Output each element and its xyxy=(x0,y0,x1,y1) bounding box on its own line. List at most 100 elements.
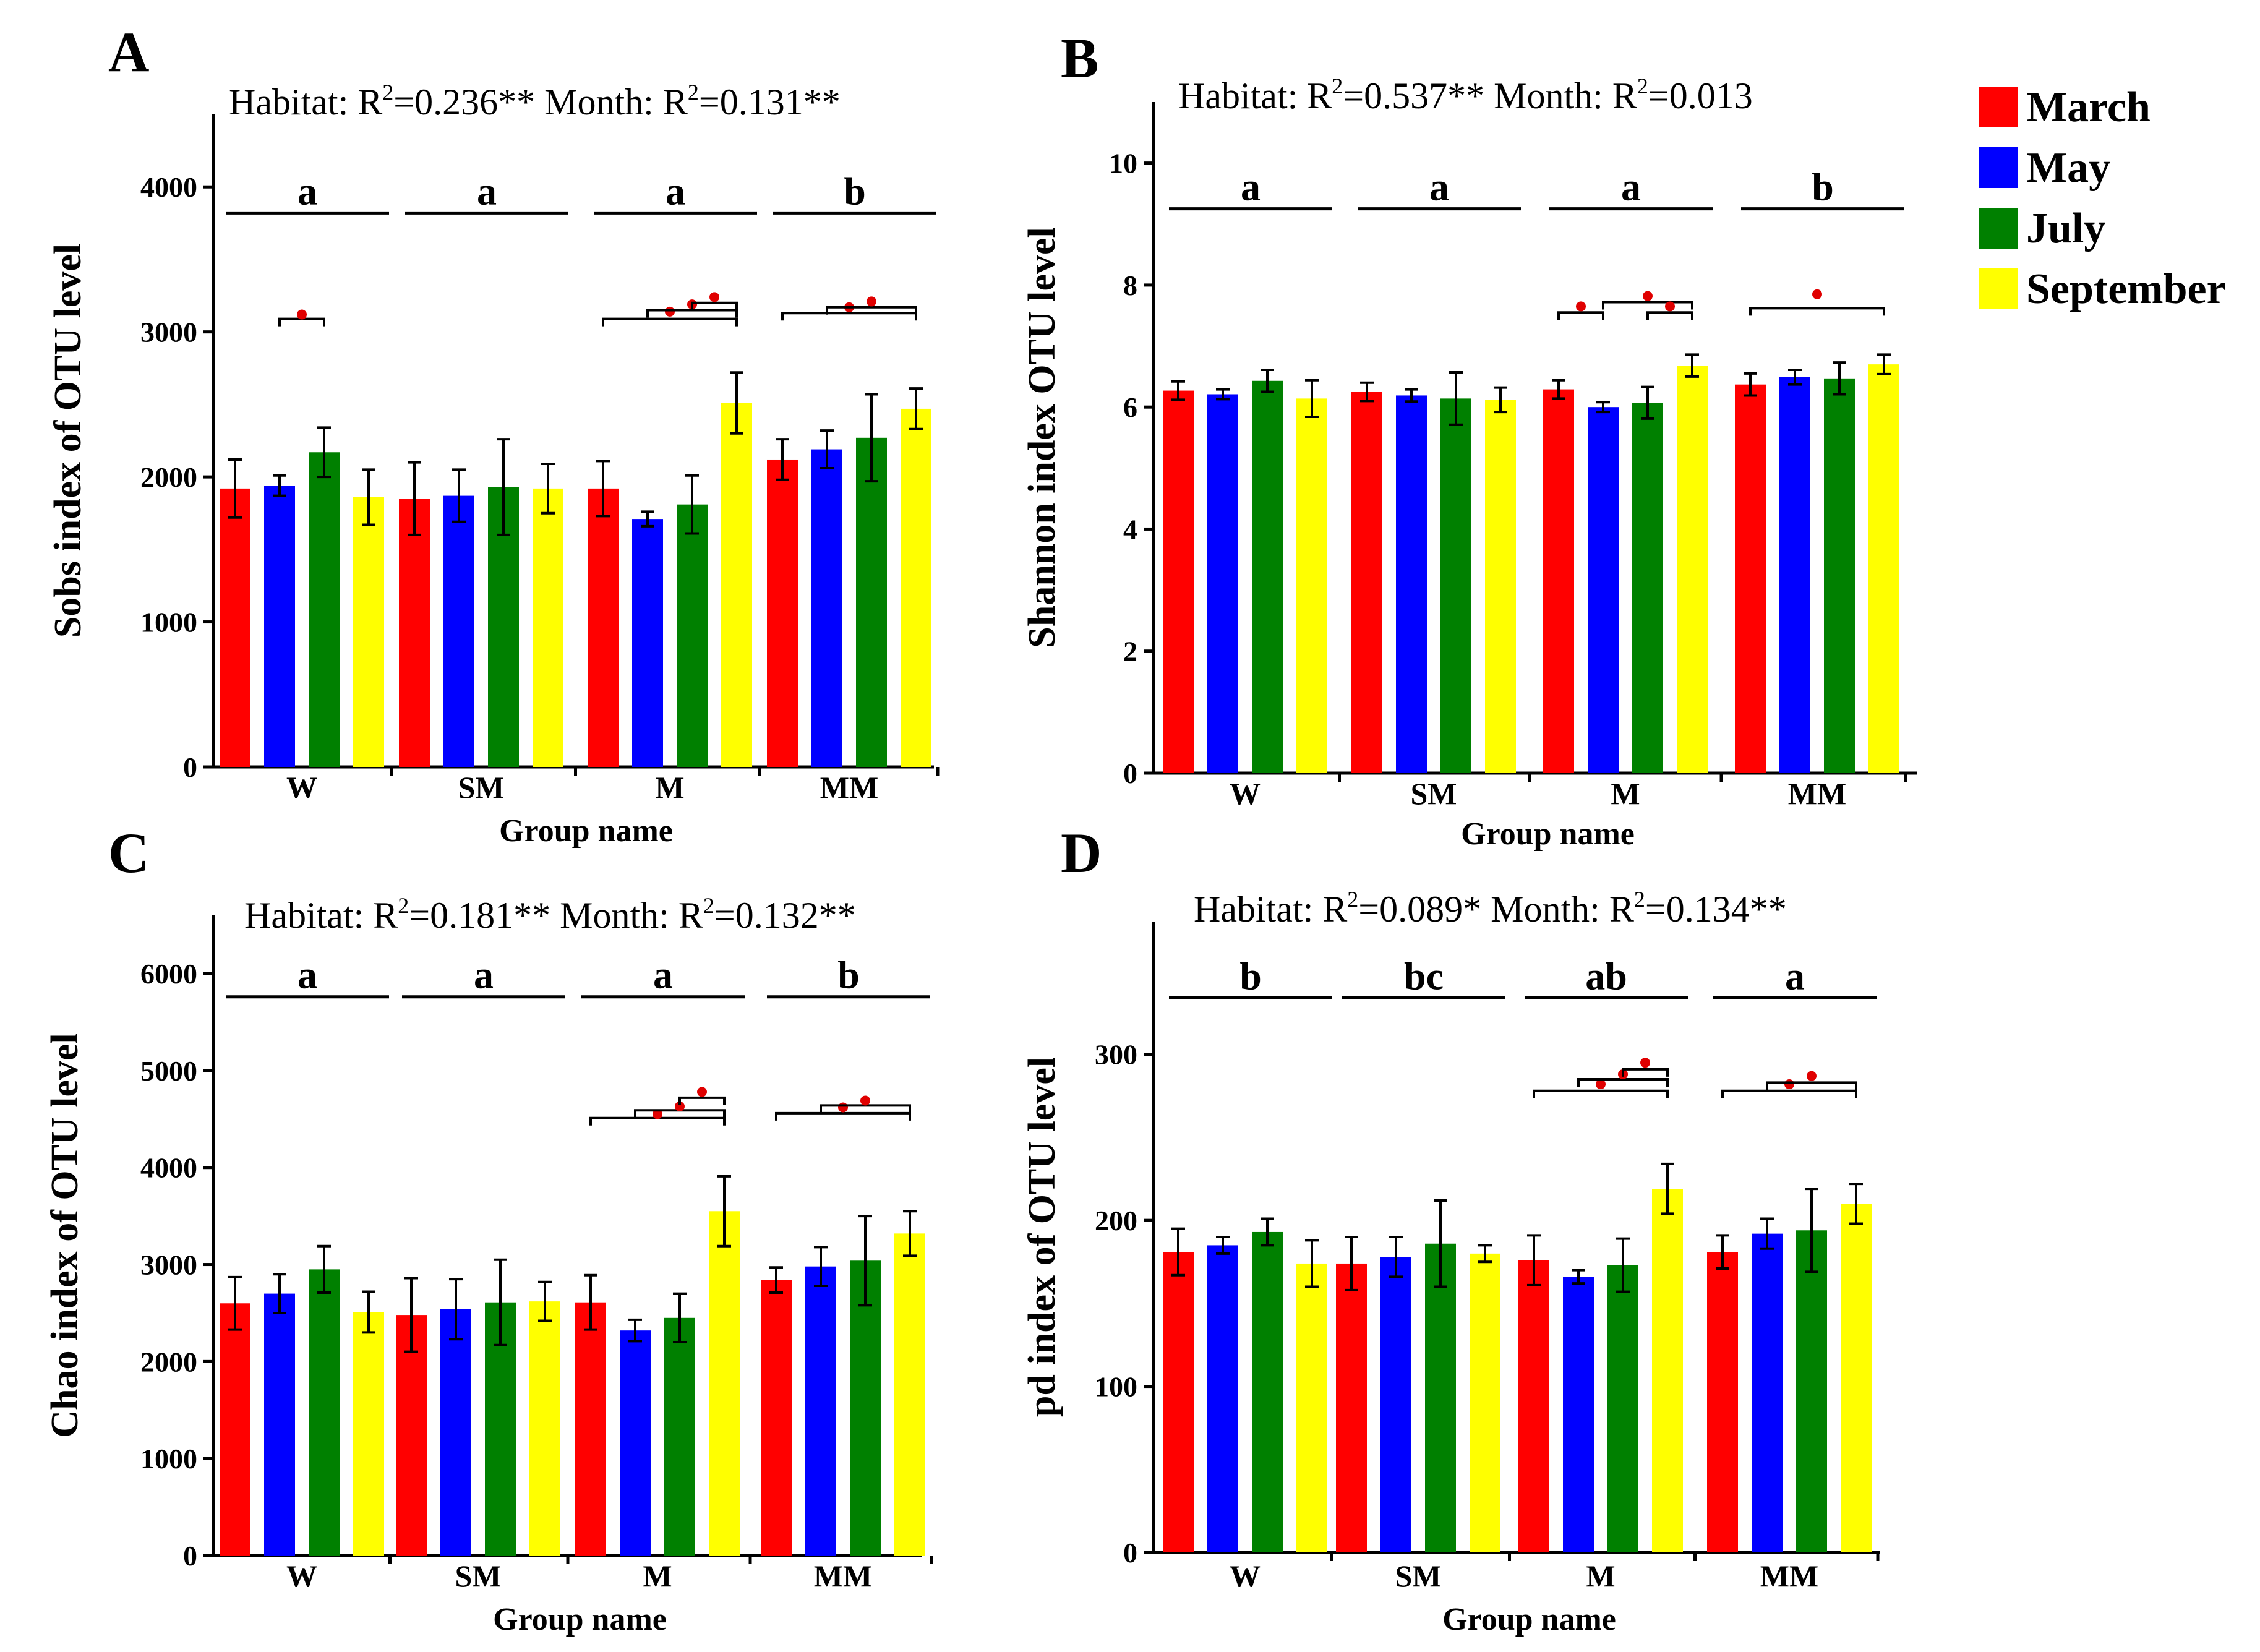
stats-habitat-label: Habitat: R xyxy=(229,82,382,122)
bar-july-sm xyxy=(1425,1243,1456,1552)
bar-july-mm xyxy=(850,1260,881,1556)
bar-september-w xyxy=(353,1312,384,1556)
significance-bracket xyxy=(775,1111,911,1121)
bar-july-mm xyxy=(856,437,887,767)
significance-bracket xyxy=(634,1109,726,1118)
x-category-label: SM xyxy=(1411,776,1457,811)
significance-dot xyxy=(1596,1079,1606,1090)
bar-march-mm xyxy=(761,1280,792,1556)
group-significance-letter: a xyxy=(477,169,497,213)
bar-may-m xyxy=(1588,407,1619,773)
bar-march-mm xyxy=(1735,384,1766,773)
bar-july-w xyxy=(1252,380,1283,773)
bar-march-w xyxy=(1163,1252,1194,1552)
x-category-label: MM xyxy=(1760,1559,1818,1593)
group-significance-letter: a xyxy=(1429,165,1449,209)
y-axis-title: Shannon index OTU level xyxy=(1021,227,1063,648)
stats-month-label: Month: R xyxy=(544,82,688,122)
bar-march-mm xyxy=(1707,1252,1738,1552)
y-axis-title: Chao index of OTU level xyxy=(44,1033,86,1437)
group-significance-letter: bc xyxy=(1404,954,1444,998)
bar-march-sm xyxy=(399,499,430,767)
legend-label-september: September xyxy=(2026,265,2226,313)
x-category-label: MM xyxy=(814,1559,872,1593)
bar-march-sm xyxy=(1351,392,1382,773)
bar-july-mm xyxy=(1796,1230,1827,1552)
bar-september-mm xyxy=(1868,364,1899,773)
stats-month-value: =0.013 xyxy=(1648,75,1753,116)
bar-may-m xyxy=(632,519,663,767)
bar-july-w xyxy=(309,1269,340,1556)
group-significance-letter: a xyxy=(297,169,317,213)
bar-march-m xyxy=(1543,389,1574,773)
stats-habitat-label: Habitat: R xyxy=(1194,889,1347,930)
significance-bracket xyxy=(1646,311,1693,320)
y-tick-label: 0 xyxy=(1123,758,1137,789)
bar-july-m xyxy=(1607,1265,1638,1552)
y-tick-label: 300 xyxy=(1095,1039,1137,1071)
y-tick-label: 10 xyxy=(1109,148,1137,179)
bar-september-sm xyxy=(533,488,563,767)
y-tick-label: 4000 xyxy=(140,171,197,203)
bar-september-w xyxy=(353,497,384,767)
stats-habitat-value: =0.537** xyxy=(1343,75,1494,116)
bar-may-sm xyxy=(440,1309,471,1556)
y-tick-label: 2 xyxy=(1123,636,1137,667)
bar-september-sm xyxy=(529,1301,560,1556)
bar-july-sm xyxy=(1440,398,1471,773)
legend-swatch-may xyxy=(1979,147,2018,188)
stats-month-label: Month: R xyxy=(1491,889,1634,930)
group-significance-letter: a xyxy=(653,953,673,997)
panel-letter: A xyxy=(108,20,149,83)
y-tick-label: 8 xyxy=(1123,270,1137,301)
bar-september-m xyxy=(1677,366,1708,773)
y-tick-label: 3000 xyxy=(140,1249,197,1281)
significance-bracket xyxy=(691,301,738,310)
significance-bracket xyxy=(1557,311,1604,320)
bar-july-mm xyxy=(1824,378,1855,773)
significance-bracket xyxy=(826,306,917,315)
bar-may-sm xyxy=(1380,1257,1411,1552)
stats-habitat-value: =0.181** xyxy=(409,895,560,936)
bar-march-m xyxy=(575,1302,606,1556)
group-significance-letter: a xyxy=(1241,165,1261,209)
significance-dot xyxy=(653,1109,662,1119)
significance-bracket xyxy=(1749,307,1885,316)
bar-september-m xyxy=(709,1211,740,1556)
stats-superscript: 2 xyxy=(688,80,699,105)
bar-march-w xyxy=(220,488,250,767)
bar-march-m xyxy=(588,488,619,767)
group-significance-letter: a xyxy=(474,953,494,997)
x-category-label: SM xyxy=(458,770,505,805)
x-category-label: M xyxy=(643,1559,672,1593)
stats-month-value: =0.131** xyxy=(699,82,841,122)
stats-month-label: Month: R xyxy=(1494,75,1637,116)
significance-dot xyxy=(1665,301,1675,312)
significance-bracket xyxy=(1622,1068,1669,1077)
group-significance-letter: b xyxy=(844,169,866,213)
group-significance-letter: a xyxy=(1785,954,1805,998)
bar-march-sm xyxy=(1336,1263,1367,1552)
stats-habitat-label: Habitat: R xyxy=(244,895,398,936)
bar-may-mm xyxy=(811,449,842,767)
y-tick-label: 1000 xyxy=(140,607,197,638)
bar-july-w xyxy=(1252,1231,1283,1552)
y-tick-label: 200 xyxy=(1095,1205,1137,1236)
bar-may-w xyxy=(1207,394,1238,773)
bar-may-sm xyxy=(443,495,474,767)
bar-july-w xyxy=(309,452,340,767)
bar-may-mm xyxy=(805,1266,836,1556)
x-category-label: MM xyxy=(820,770,878,805)
panel-letter: B xyxy=(1061,27,1098,90)
significance-bracket xyxy=(1602,301,1693,310)
bar-may-m xyxy=(1563,1277,1594,1552)
y-tick-label: 3000 xyxy=(140,317,197,348)
x-category-label: M xyxy=(1611,776,1640,811)
x-category-label: W xyxy=(286,1559,317,1593)
bar-march-mm xyxy=(767,459,798,767)
bar-march-m xyxy=(1518,1260,1549,1552)
bar-september-w xyxy=(1296,398,1327,773)
bar-july-m xyxy=(664,1317,695,1556)
